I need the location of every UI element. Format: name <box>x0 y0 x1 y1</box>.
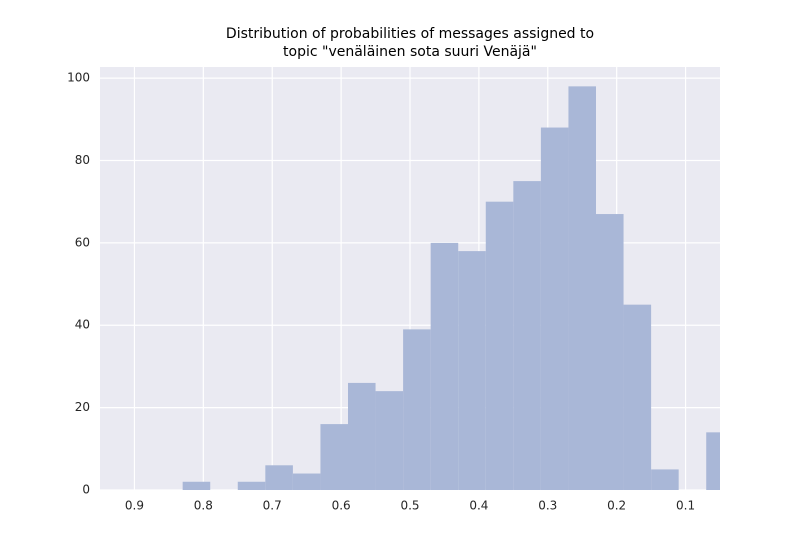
bar <box>403 329 431 490</box>
chart-title: topic "venäläinen sota suuri Venäjä" <box>283 44 537 60</box>
y-tick-label: 20 <box>75 400 90 414</box>
bar <box>320 424 348 490</box>
y-tick-label: 60 <box>75 235 90 249</box>
bar <box>568 86 596 490</box>
bar <box>375 391 404 490</box>
x-tick-label: 0.8 <box>194 499 213 513</box>
bar <box>623 304 652 490</box>
bars <box>182 86 720 490</box>
bar <box>265 465 293 490</box>
bar <box>458 251 486 490</box>
x-tick-label: 0.6 <box>332 499 351 513</box>
bar <box>348 382 376 490</box>
x-tick-label: 0.4 <box>469 499 488 513</box>
x-tick-label: 0.9 <box>125 499 144 513</box>
bar <box>182 481 211 490</box>
bar <box>430 242 459 490</box>
y-tick-label: 0 <box>82 483 90 497</box>
bar <box>651 469 679 490</box>
bar <box>237 481 266 490</box>
y-tick-label: 80 <box>75 153 90 167</box>
bar <box>513 181 541 490</box>
chart-title: Distribution of probabilities of message… <box>226 26 594 42</box>
bar <box>540 127 569 490</box>
x-tick-label: 0.7 <box>263 499 282 513</box>
bar <box>706 432 720 490</box>
bar <box>292 473 321 490</box>
y-tick-label: 40 <box>75 318 90 332</box>
x-tick-label: 0.2 <box>607 499 626 513</box>
bar <box>596 214 624 490</box>
x-tick-label: 0.1 <box>676 499 695 513</box>
bar <box>485 201 514 490</box>
x-tick-label: 0.5 <box>400 499 419 513</box>
x-tick-label: 0.3 <box>538 499 557 513</box>
y-tick-label: 100 <box>67 71 90 85</box>
